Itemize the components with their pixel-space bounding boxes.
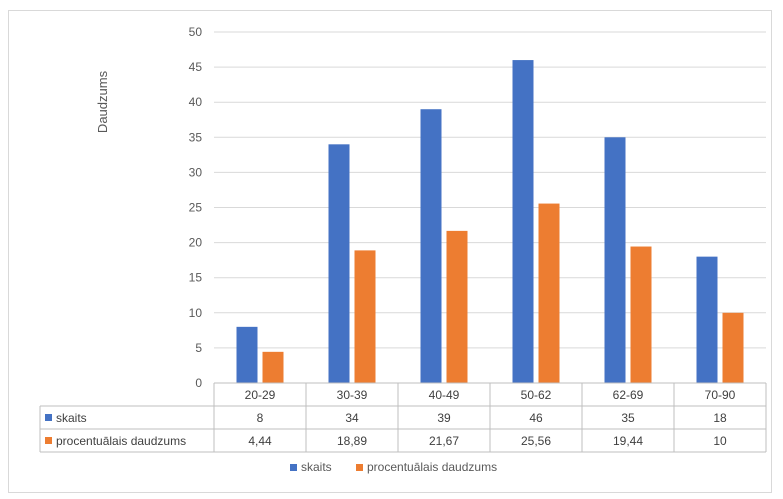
data-cell-value: 10 [713, 434, 727, 448]
series-key-swatch [45, 437, 52, 444]
bar-procentu-lais-daudzums-62-69 [631, 247, 652, 383]
legend: skaits procentuālais daudzums [290, 460, 497, 474]
legend-swatch [290, 464, 297, 471]
data-cell-value: 18,89 [337, 434, 367, 448]
table-series-label: procentuālais daudzums [56, 434, 186, 448]
bar-procentu-lais-daudzums-30-39 [355, 250, 376, 383]
x-tick-label: 62-69 [613, 388, 644, 402]
y-tick-label: 10 [189, 306, 203, 320]
bars [237, 60, 744, 383]
y-axis-title: Daudzums [95, 70, 110, 133]
series-key-swatch [45, 414, 52, 421]
y-tick-label: 30 [189, 165, 203, 179]
y-tick-label: 15 [189, 271, 203, 285]
data-cell-value: 39 [437, 411, 451, 425]
bar-skaits-30-39 [329, 144, 350, 383]
data-cell-value: 21,67 [429, 434, 459, 448]
x-tick-label: 30-39 [337, 388, 368, 402]
data-cell-value: 35 [621, 411, 635, 425]
x-tick-label: 50-62 [521, 388, 552, 402]
bar-procentu-lais-daudzums-40-49 [447, 231, 468, 383]
bar-skaits-70-90 [697, 257, 718, 383]
legend-label: procentuālais daudzums [367, 460, 497, 474]
x-tick-label: 40-49 [429, 388, 460, 402]
y-tick-label: 5 [195, 341, 202, 355]
table-series-label: skaits [56, 411, 87, 425]
bar-skaits-62-69 [605, 137, 626, 383]
y-tick-label: 40 [189, 95, 203, 109]
y-axis-ticks: 0 5 10 15 20 25 30 35 40 45 50 [189, 25, 203, 390]
data-cell-value: 4,44 [248, 434, 272, 448]
bar-skaits-20-29 [237, 327, 258, 383]
bar-procentu-lais-daudzums-20-29 [263, 352, 284, 383]
bar-skaits-40-49 [421, 109, 442, 383]
data-cell-value: 46 [529, 411, 543, 425]
bar-procentu-lais-daudzums-50-62 [539, 204, 560, 383]
data-cell-value: 19,44 [613, 434, 643, 448]
bar-procentu-lais-daudzums-70-90 [723, 313, 744, 383]
legend-label: skaits [301, 460, 332, 474]
y-tick-label: 20 [189, 236, 203, 250]
bar-skaits-50-62 [513, 60, 534, 383]
data-cell-value: 25,56 [521, 434, 551, 448]
x-tick-label: 70-90 [705, 388, 736, 402]
x-tick-label: 20-29 [245, 388, 276, 402]
gridlines [214, 32, 766, 383]
y-tick-label: 35 [189, 130, 203, 144]
data-cell-value: 18 [713, 411, 727, 425]
y-tick-label: 50 [189, 25, 203, 39]
y-tick-label: 0 [195, 376, 202, 390]
y-tick-label: 45 [189, 60, 203, 74]
legend-swatch [356, 464, 363, 471]
data-cell-value: 8 [257, 411, 264, 425]
data-table: 20-29 30-39 40-49 50-62 62-69 70-90 skaits 8 34 3… [40, 383, 766, 452]
data-cell-value: 34 [345, 411, 359, 425]
y-tick-label: 25 [189, 201, 203, 215]
